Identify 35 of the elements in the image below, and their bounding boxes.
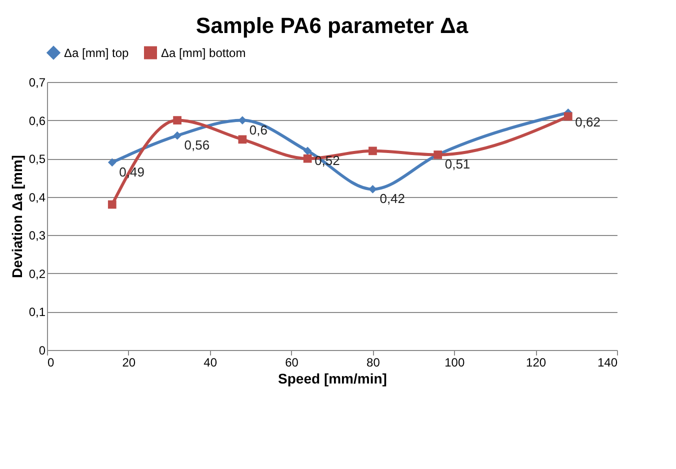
- point: [108, 158, 116, 167]
- point: [173, 131, 182, 140]
- x-tick-label: 100: [444, 356, 465, 370]
- point: [108, 200, 116, 209]
- x-tick-label: 140: [597, 356, 618, 370]
- y-tick-label: 0,6: [28, 114, 46, 128]
- data-label: 0,6: [249, 122, 268, 138]
- legend-label: Δa [mm] bottom: [161, 46, 246, 60]
- data-label: 0,62: [575, 114, 600, 130]
- x-tick-label: 20: [122, 356, 136, 370]
- y-axis-title: Deviation Δa [mm]: [8, 155, 25, 278]
- point: [303, 146, 312, 156]
- x-tick-label: 80: [366, 356, 380, 370]
- point: [238, 135, 247, 144]
- point: [368, 146, 377, 156]
- point: [173, 116, 182, 124]
- x-tick-label: 0: [48, 356, 54, 370]
- y-tick-label: 0,2: [28, 266, 46, 281]
- y-tick-label: 0: [38, 344, 46, 358]
- y-tick-label: 0,3: [28, 228, 46, 243]
- data-label: 0,51: [444, 156, 470, 172]
- point: [303, 154, 312, 163]
- data-label: 0,42: [380, 191, 406, 206]
- x-tick-label: 120: [526, 356, 546, 370]
- y-tick-label: 0,4: [28, 190, 46, 204]
- y-tick-label: 0,5: [28, 152, 46, 166]
- data-label: 0,56: [184, 138, 210, 153]
- x-tick-label: 40: [204, 356, 218, 370]
- point: [564, 112, 572, 121]
- chart-title: Sample PA6 parameter Δa: [196, 13, 469, 38]
- y-tick-label: 0,7: [28, 76, 46, 90]
- x-axis-title: Speed [mm/min]: [278, 370, 387, 386]
- y-tick-label: 0,1: [28, 305, 46, 320]
- x-tick-label: 60: [285, 356, 299, 370]
- legend-label: Δa [mm] top: [64, 46, 130, 60]
